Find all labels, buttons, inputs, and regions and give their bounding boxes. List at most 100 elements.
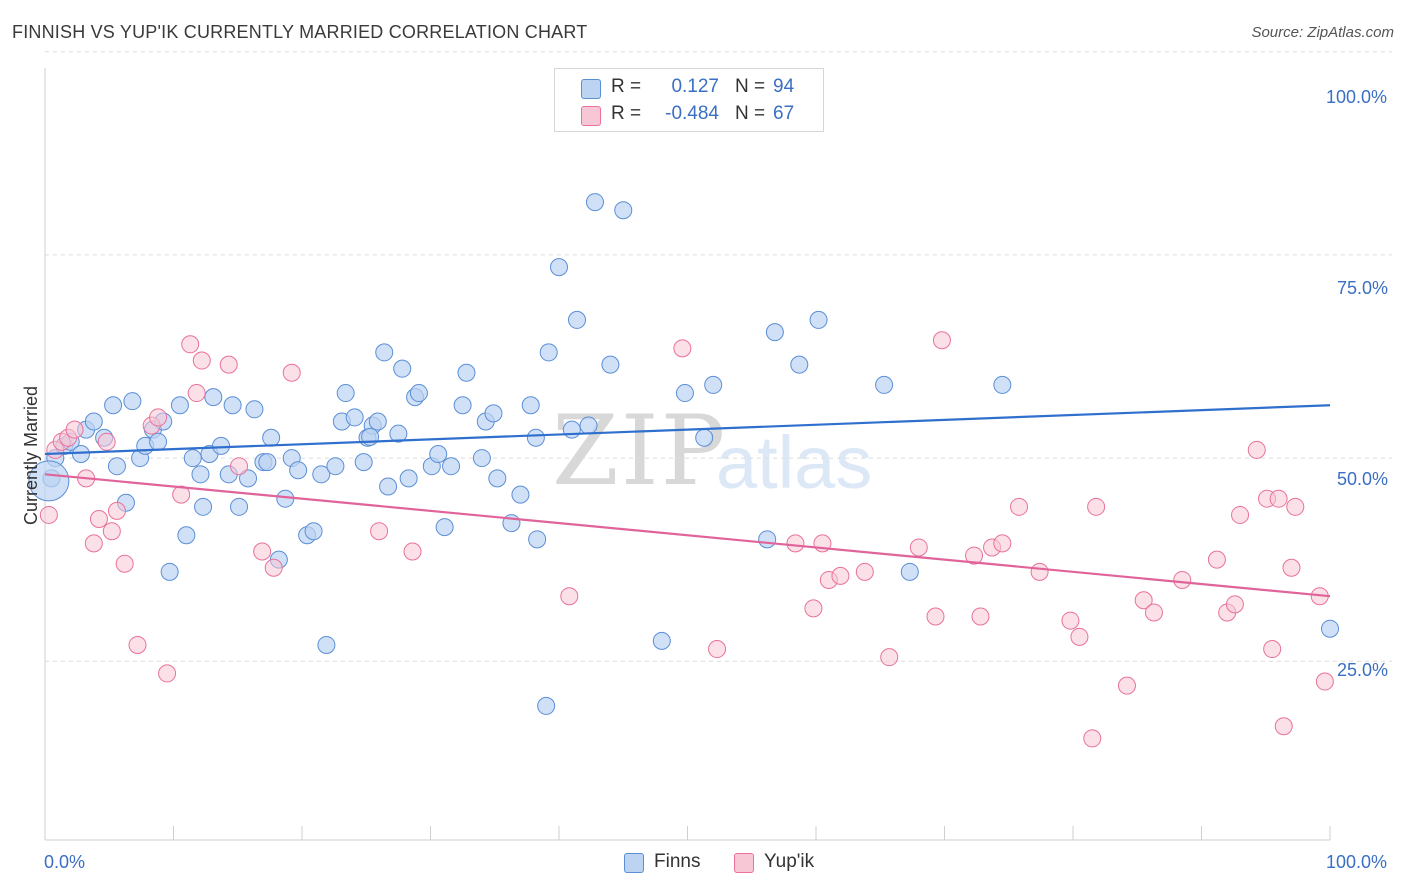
finns-point — [675, 384, 694, 403]
finns-point — [900, 562, 919, 581]
finns-point — [537, 696, 556, 715]
yupik-point — [128, 635, 147, 654]
y-axis-label: Currently Married — [21, 385, 42, 526]
finns-point — [526, 428, 545, 447]
finns-point — [160, 562, 179, 581]
source-credit: Source: ZipAtlas.com — [1251, 24, 1394, 41]
yupik-point — [181, 335, 200, 354]
finns-point — [484, 404, 503, 423]
finns-swatch — [581, 79, 601, 99]
yupik-point — [1315, 672, 1334, 691]
finns-legend-swatch — [624, 853, 644, 873]
finns-point — [528, 530, 547, 549]
yupik-point — [1247, 440, 1266, 459]
watermark-zip: ZIP — [552, 395, 728, 507]
yupik-point — [65, 420, 84, 439]
y-tick-50: 50.0% — [1337, 469, 1389, 489]
yupik-point — [187, 384, 206, 403]
yupik-point — [1083, 729, 1102, 748]
yupik-point — [673, 339, 692, 358]
r-value-finns: 0.127 — [671, 76, 719, 97]
finns-point — [399, 469, 418, 488]
finns-point — [289, 461, 308, 480]
finns-point — [550, 258, 568, 277]
yupik-point — [1231, 505, 1250, 524]
finns-point — [354, 453, 373, 472]
yupik-point — [253, 542, 272, 561]
yupik-point — [786, 534, 805, 553]
finns-point — [368, 412, 387, 431]
chart-title: FINNISH VS YUP'IK CURRENTLY MARRIED CORR… — [12, 22, 588, 42]
yupik-point — [107, 501, 126, 520]
finns-point — [758, 530, 777, 549]
finns-point — [539, 343, 558, 362]
y-tick-100: 100.0% — [1326, 87, 1388, 107]
finns-point — [562, 420, 581, 439]
finns-point — [457, 363, 476, 382]
finns-point — [304, 522, 323, 541]
n-label: N = — [735, 76, 766, 97]
finns-point — [317, 635, 336, 654]
finns-point — [393, 359, 412, 378]
yupik-point — [1070, 627, 1089, 646]
y-tick-25: 25.0% — [1337, 660, 1389, 680]
finns-point — [312, 465, 331, 484]
finns-point — [511, 485, 530, 504]
y-tick-75: 75.0% — [1337, 278, 1389, 298]
yupik-point — [370, 522, 389, 541]
finns-point — [149, 432, 168, 451]
yupik-point — [1269, 489, 1288, 508]
finns-point — [28, 460, 70, 502]
yupik-point — [39, 505, 58, 524]
finns-point — [875, 375, 894, 394]
finns-point — [258, 453, 277, 472]
yupik-point — [560, 587, 579, 606]
yupik-swatch — [581, 106, 601, 126]
finns-legend-label: Finns — [654, 851, 701, 872]
x-tick-max: 100.0% — [1326, 852, 1388, 872]
n-value-yupik: 67 — [773, 103, 795, 124]
finns-point — [442, 457, 461, 476]
finns-point — [585, 193, 604, 212]
yupik-point — [804, 599, 823, 618]
yupik-point — [1030, 562, 1049, 581]
finns-point — [453, 396, 472, 415]
finns-point — [488, 469, 507, 488]
finns-point — [765, 323, 784, 342]
yupik-point — [192, 351, 211, 370]
finns-point — [521, 396, 540, 415]
r-label: R = — [611, 76, 642, 97]
r-label: R = — [611, 103, 642, 124]
finns-point — [107, 457, 126, 476]
yupik-point — [1173, 570, 1192, 589]
finns-point — [695, 428, 714, 447]
yupik-point — [993, 534, 1012, 553]
axes — [44, 68, 1331, 841]
yupik-point — [926, 607, 945, 626]
yupik-point — [84, 534, 103, 553]
finns-point — [177, 526, 196, 545]
correlation-legend: R = 0.127 N = 94 R = -0.484 N = 67 — [554, 68, 824, 132]
finns-point — [429, 445, 448, 463]
finns-point — [790, 355, 809, 374]
x-tick-min: 0.0% — [44, 852, 86, 872]
finns-point — [239, 469, 258, 488]
finns-point — [379, 477, 398, 496]
finns-point — [170, 396, 189, 415]
yupik-point — [1061, 611, 1080, 630]
finns-trend-line — [44, 404, 1331, 456]
finns-point — [326, 457, 345, 476]
finns-point — [245, 400, 264, 419]
n-value-finns: 94 — [773, 76, 795, 97]
finns-point — [704, 375, 723, 394]
finns-point — [191, 465, 210, 484]
finns-point — [614, 201, 633, 220]
yupik-point — [909, 538, 928, 557]
finns-point — [652, 631, 671, 650]
yupik-point — [1087, 497, 1106, 516]
yupik-point — [282, 363, 301, 382]
finns-point — [223, 396, 242, 415]
finns-point — [262, 428, 281, 447]
finns-point — [375, 343, 394, 362]
